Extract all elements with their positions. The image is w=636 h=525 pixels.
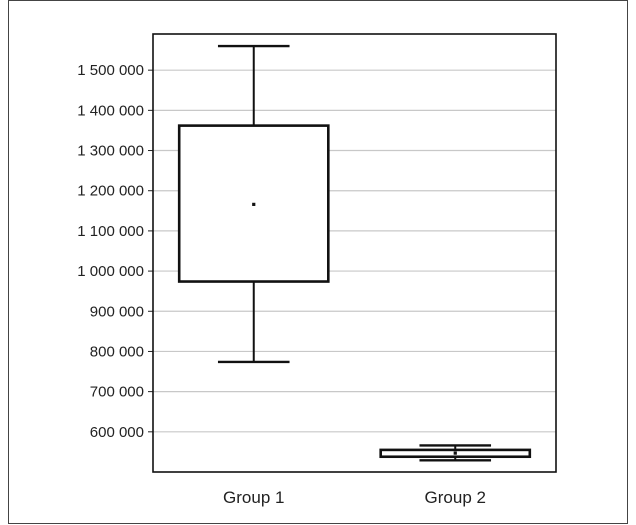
outer-frame bbox=[8, 0, 628, 524]
plot-area-border bbox=[152, 33, 557, 473]
y-tick-label: 1 400 000 bbox=[77, 102, 144, 119]
y-tick-label: 600 000 bbox=[90, 424, 144, 441]
y-tick-label: 1 200 000 bbox=[77, 183, 144, 200]
y-tick-label: 900 000 bbox=[90, 303, 144, 320]
y-tick-label: 1 000 000 bbox=[77, 263, 144, 280]
outer-frame-top bbox=[8, 0, 628, 1]
y-tick-label: 1 100 000 bbox=[77, 223, 144, 240]
y-tick-label: 1 300 000 bbox=[77, 143, 144, 160]
y-tick-label: 700 000 bbox=[90, 384, 144, 401]
median-marker bbox=[252, 202, 256, 206]
median-marker bbox=[453, 451, 457, 455]
y-tick-label: 1 500 000 bbox=[77, 62, 144, 79]
x-category-label: Group 2 bbox=[425, 488, 486, 507]
x-category-label: Group 1 bbox=[223, 488, 284, 507]
y-tick-label: 800 000 bbox=[90, 343, 144, 360]
